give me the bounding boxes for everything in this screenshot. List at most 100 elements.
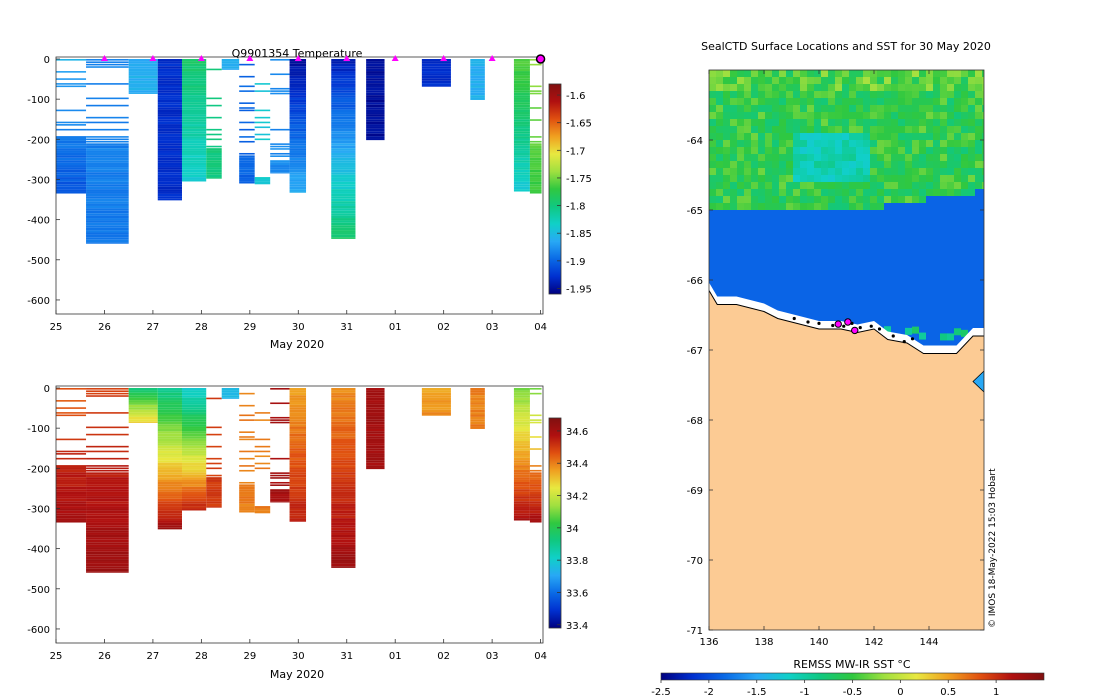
profile-cell (181, 112, 207, 115)
profile-cell (513, 501, 530, 504)
sst-cell (814, 196, 821, 203)
profile-cell (513, 116, 530, 120)
profile-cell (181, 436, 207, 439)
profile-cell (470, 90, 485, 93)
profile-cell (331, 112, 356, 115)
sst-cell (919, 70, 926, 77)
profile-cell (366, 73, 385, 76)
profile-cell (366, 107, 385, 110)
sst-cell (730, 98, 737, 105)
profile-2 (128, 388, 158, 423)
sst-cell (709, 154, 716, 161)
temperature-colorbar-ticks: -1.6-1.65-1.7-1.75-1.8-1.85-1.9-1.95 (557, 91, 592, 295)
profile-cell (254, 116, 271, 119)
profile-cell (366, 138, 385, 141)
profile-cell (289, 73, 307, 76)
profile-cell (289, 496, 307, 499)
profile-cell (470, 426, 485, 429)
profile-4 (181, 388, 207, 511)
profile-cell (289, 388, 307, 391)
sst-cell (821, 140, 828, 147)
profile-cell (181, 99, 207, 103)
profile-cell (56, 407, 87, 409)
profile-cell (529, 140, 542, 143)
profile-cell (513, 85, 530, 88)
x-tick-label: 25 (50, 322, 63, 333)
profile-cell (289, 486, 307, 490)
sst-cell (730, 126, 737, 133)
profile-cell (513, 443, 530, 446)
profile-cell (331, 59, 356, 62)
sst-cell (772, 168, 779, 175)
sst-cell (716, 105, 723, 112)
track-point (842, 324, 846, 328)
profile-cell (56, 145, 87, 149)
sst-cell (807, 98, 814, 105)
profile-cell (56, 181, 87, 185)
salinity-axes-box (55, 385, 544, 644)
profile-cell (331, 232, 356, 235)
sst-cell (877, 77, 884, 84)
sst-cell (807, 112, 814, 119)
sst-cell (912, 140, 919, 147)
profile-cell (86, 150, 129, 153)
profile-cell (128, 63, 158, 67)
sst-cell (793, 126, 800, 133)
sst-cell (891, 182, 898, 189)
profile-cell (157, 419, 182, 422)
profile-cell (513, 80, 530, 84)
profile-cell (128, 73, 158, 76)
profile-cell (181, 78, 207, 81)
sst-cell (863, 119, 870, 126)
sst-cell (891, 175, 898, 182)
profile-cell (206, 169, 222, 173)
profile-cell (366, 87, 385, 91)
profile-cell (529, 388, 542, 390)
profile-cell (86, 450, 129, 453)
sst-cell (898, 98, 905, 105)
sst-cell (716, 161, 723, 168)
sst-cell (835, 161, 842, 168)
profile-cell (56, 412, 87, 414)
sst-cell (849, 105, 856, 112)
sst-cell (961, 112, 968, 119)
profile-cell (421, 414, 451, 416)
colorbar-tick-label: 33.6 (566, 588, 588, 599)
profile-cell (331, 126, 356, 129)
profile-cell (331, 549, 356, 552)
sst-cell (730, 91, 737, 98)
sst-cell (800, 77, 807, 84)
profile-cell (206, 496, 222, 499)
map-longitude-axis: 136 138 140 142 144 (699, 70, 939, 648)
profile-cell (86, 191, 129, 194)
profile-cell (331, 503, 356, 507)
sst-cell (723, 84, 730, 91)
profile-cell (206, 150, 222, 153)
profile-cell (239, 172, 255, 175)
profile-5 (206, 397, 222, 508)
sst-cell (877, 112, 884, 119)
sst-cell (919, 77, 926, 84)
profile-cell (128, 395, 158, 398)
profile-cell (513, 162, 530, 166)
sst-cell (765, 161, 772, 168)
sst-cell (814, 126, 821, 133)
profile-cell (289, 162, 307, 166)
profile-cell (56, 414, 87, 417)
profile-cell (331, 227, 356, 231)
profile-cell (331, 388, 356, 391)
profile-cell (513, 460, 530, 463)
sst-cell (940, 112, 947, 119)
profile-cell (206, 157, 222, 161)
profile-cell (157, 474, 182, 478)
profile-cell (239, 136, 255, 138)
track-point (806, 320, 810, 324)
profile-cell (331, 424, 356, 427)
profile-cell (331, 433, 356, 437)
sst-cell (828, 112, 835, 119)
sst-cell (793, 91, 800, 98)
sst-cell (870, 196, 877, 203)
profile-cell (157, 412, 182, 415)
sst-cell (870, 98, 877, 105)
profile-cell (513, 152, 530, 156)
